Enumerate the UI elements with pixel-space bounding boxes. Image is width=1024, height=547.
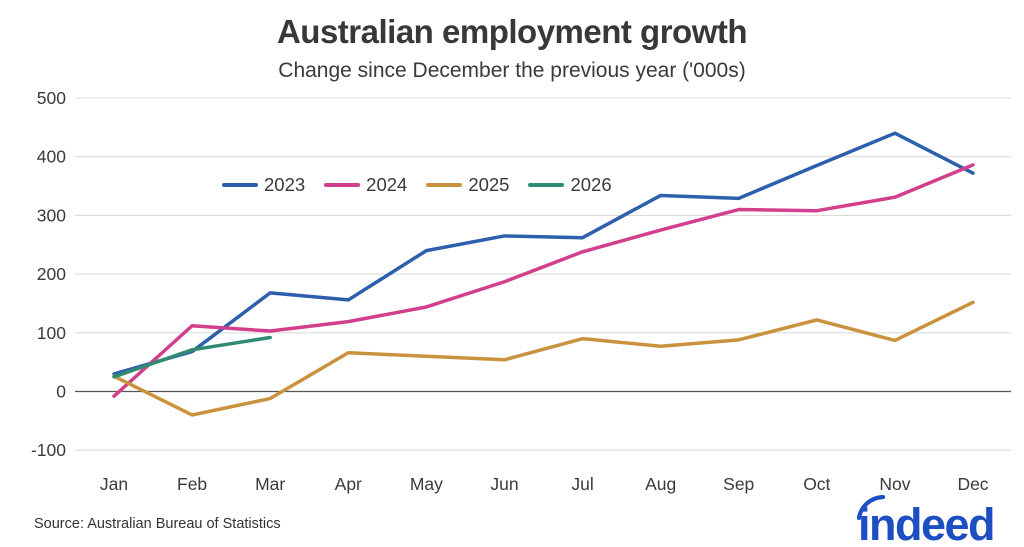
x-tick-jun: Jun [490, 474, 518, 494]
x-tick-feb: Feb [177, 474, 207, 494]
legend-swatch-2025 [426, 183, 463, 187]
series-line-2023 [112, 131, 975, 376]
y-tick-500: 500 [37, 88, 66, 108]
x-tick-aug: Aug [645, 474, 676, 494]
x-tick-jan: Jan [100, 474, 128, 494]
series-line-2024 [112, 163, 975, 398]
legend: 2023 2024 2025 2026 [222, 174, 612, 196]
chart-title: Australian employment growth [276, 13, 748, 50]
legend-item-2023: 2023 [222, 174, 305, 196]
x-tick-may: May [410, 474, 443, 494]
x-tick-apr: Apr [335, 474, 362, 494]
source-note: Source: Australian Bureau of Statistics [34, 516, 281, 532]
y-tick--100: -100 [31, 440, 66, 460]
x-tick-mar: Mar [255, 474, 285, 494]
indeed-swoosh-icon [856, 495, 886, 521]
legend-swatch-2023 [222, 183, 258, 187]
x-tick-sep: Sep [723, 474, 754, 494]
legend-label-2026: 2026 [570, 174, 612, 195]
x-tick-oct: Oct [803, 474, 830, 494]
series-line-2026 [112, 335, 272, 379]
legend-swatch-2026 [528, 183, 565, 187]
x-tick-nov: Nov [879, 474, 910, 494]
legend-label-2024: 2024 [366, 174, 408, 195]
legend-label-2023: 2023 [264, 174, 306, 195]
x-tick-dec: Dec [957, 474, 988, 494]
y-tick-200: 200 [37, 264, 66, 284]
legend-item-2025: 2025 [426, 174, 509, 196]
indeed-wordmark: indeed [858, 499, 994, 547]
y-tick-100: 100 [37, 323, 66, 343]
y-tick-400: 400 [37, 147, 66, 167]
y-tick-0: 0 [56, 382, 66, 402]
legend-item-2024: 2024 [324, 174, 407, 196]
indeed-logo: indeed [856, 495, 996, 547]
legend-item-2026: 2026 [528, 174, 612, 196]
chart-subtitle: Change since December the previous year … [278, 59, 746, 82]
legend-swatch-2024 [324, 183, 361, 187]
y-tick-300: 300 [37, 205, 66, 225]
legend-label-2025: 2025 [468, 174, 510, 195]
series-line-2025 [112, 300, 975, 417]
x-tick-jul: Jul [571, 474, 593, 494]
